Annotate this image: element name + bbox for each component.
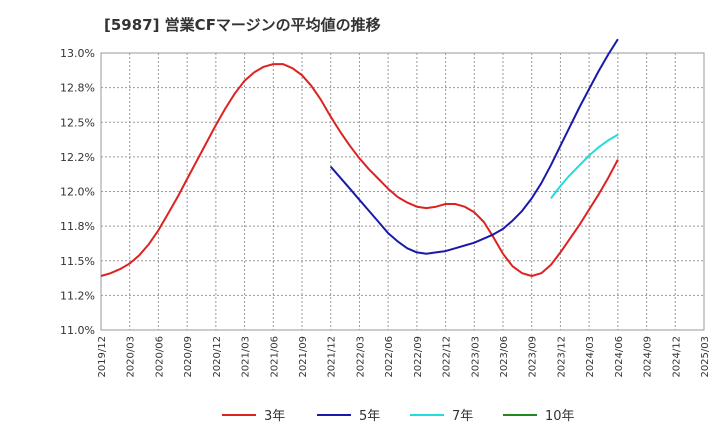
x-tick-label: 2020/03 — [126, 336, 137, 378]
x-tick-label: 2022/12 — [442, 336, 453, 378]
x-tick-label: 2019/12 — [97, 336, 108, 378]
x-tick-label: 2021/12 — [327, 336, 338, 378]
x-tick-label: 2021/06 — [269, 336, 280, 378]
legend-label: 7年 — [452, 409, 473, 424]
x-tick-label: 2024/03 — [585, 336, 596, 378]
legend-item: 7年 — [410, 409, 473, 424]
x-tick-label: 2020/12 — [212, 336, 223, 378]
chart-title: [5987] 営業CFマージンの平均値の推移 — [104, 16, 381, 34]
x-tick-label: 2023/09 — [528, 336, 539, 378]
x-axis: 2019/12 2020/03 2020/06 2020/09 2020/12 2021/… — [97, 336, 711, 378]
x-tick-label: 2023/03 — [470, 336, 481, 378]
legend: 3年 5年 7年 10年 — [222, 409, 575, 424]
y-tick-label: 12.8% — [60, 82, 95, 95]
series-lines — [100, 38, 619, 277]
y-tick-label: 11.8% — [60, 220, 95, 233]
y-tick-label: 11.0% — [60, 324, 95, 337]
y-tick-label: 12.0% — [60, 186, 95, 199]
legend-item: 10年 — [503, 409, 575, 424]
y-tick-label: 13.0% — [60, 47, 95, 60]
x-tick-label: 2020/09 — [183, 336, 194, 378]
x-tick-label: 2021/03 — [241, 336, 252, 378]
series-line-7年 — [550, 133, 619, 200]
x-tick-label: 2020/06 — [154, 336, 165, 378]
x-tick-label: 2024/12 — [671, 336, 682, 378]
series-line-5年 — [329, 38, 619, 255]
legend-label: 3年 — [264, 409, 285, 424]
legend-item: 3年 — [222, 409, 285, 424]
y-tick-label: 11.5% — [60, 255, 95, 268]
grid — [100, 52, 705, 331]
x-tick-label: 2025/03 — [700, 336, 711, 378]
legend-label: 5年 — [359, 409, 380, 424]
x-tick-label: 2024/09 — [643, 336, 654, 378]
x-tick-label: 2022/03 — [355, 336, 366, 378]
y-tick-label: 12.5% — [60, 116, 95, 129]
legend-item: 5年 — [317, 409, 380, 424]
y-tick-label: 12.2% — [60, 151, 95, 164]
y-tick-label: 11.2% — [60, 289, 95, 302]
x-tick-label: 2022/09 — [413, 336, 424, 378]
legend-label: 10年 — [545, 409, 575, 424]
plot-frame — [100, 52, 705, 331]
x-tick-label: 2023/12 — [556, 336, 567, 378]
x-tick-label: 2022/06 — [384, 336, 395, 378]
y-axis: 11.0% 11.2% 11.5% 11.8% 12.0% 12.2% 12.5% 12.8%… — [60, 47, 95, 337]
x-tick-label: 2024/06 — [614, 336, 625, 378]
x-tick-label: 2023/06 — [499, 336, 510, 378]
series-line-3年 — [100, 63, 619, 277]
x-tick-label: 2021/09 — [298, 336, 309, 378]
